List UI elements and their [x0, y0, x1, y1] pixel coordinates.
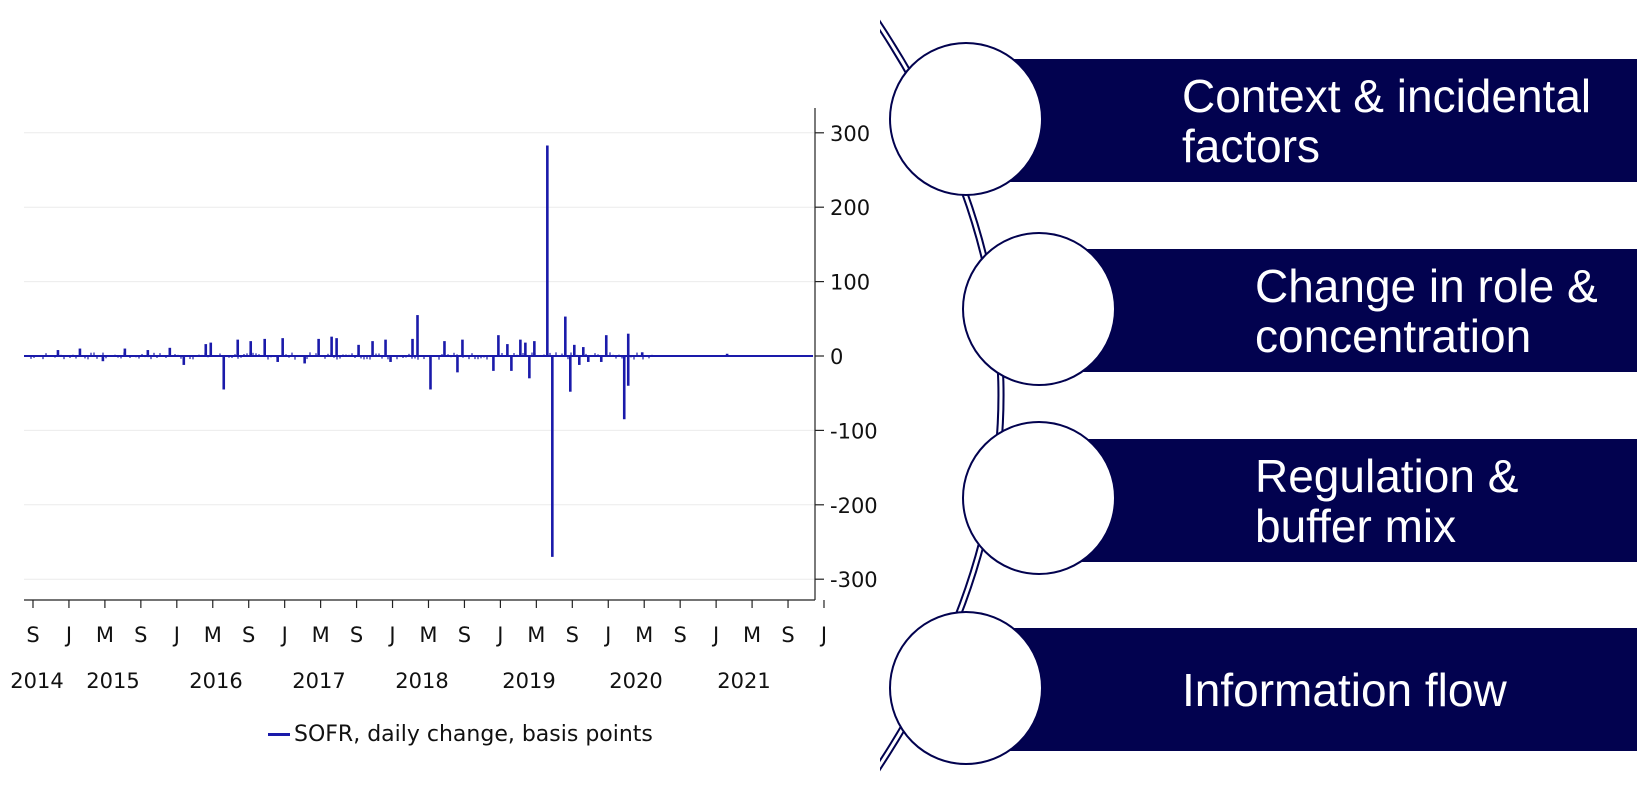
- circle-marker-4: [889, 611, 1043, 765]
- circle-marker-1: [889, 42, 1043, 196]
- banner-role: Change in role & concentration: [1065, 249, 1637, 372]
- x-tick-label-month: M: [527, 623, 545, 647]
- x-tick-label-month: J: [603, 623, 611, 647]
- x-tick-label-month: S: [134, 623, 147, 647]
- x-tick-label-month: S: [458, 623, 471, 647]
- x-tick-label-year: 2020: [609, 669, 662, 693]
- y-tick-label: 0: [830, 345, 843, 369]
- x-tick-label-month: J: [387, 623, 395, 647]
- x-tick-label-month: M: [204, 623, 222, 647]
- x-tick-label-year: 2015: [86, 669, 139, 693]
- x-tick-label-month: S: [781, 623, 794, 647]
- banner-label-context: Context & incidental factors: [1182, 69, 1592, 172]
- x-tick-label-year: 2021: [717, 669, 770, 693]
- x-tick-label-month: J: [280, 623, 288, 647]
- x-tick-label-month: M: [312, 623, 330, 647]
- banner-label-information: Information flow: [1182, 663, 1507, 716]
- sofr-chart: 300 200 100 0 -100 -200 -300 S J M S J M S J M S J M S J M S J M…: [10, 108, 878, 747]
- x-tick-label-month: S: [26, 623, 39, 647]
- x-tick-label-year: 2014: [10, 669, 63, 693]
- banner-label-regulation: Regulation & buffer mix: [1255, 449, 1519, 552]
- x-tick-label-month: J: [819, 623, 827, 647]
- y-tick-label: 200: [830, 196, 870, 220]
- x-tick-label-month: S: [350, 623, 363, 647]
- x-tick-label-month: M: [635, 623, 653, 647]
- banner-regulation: Regulation & buffer mix: [1065, 439, 1637, 562]
- circle-marker-3: [962, 421, 1116, 575]
- x-tick-label-year: 2018: [395, 669, 448, 693]
- x-tick-label-year: 2017: [292, 669, 345, 693]
- x-tick-label-month: J: [711, 623, 719, 647]
- y-tick-label: -300: [830, 568, 878, 592]
- x-tick-label-year: 2016: [189, 669, 242, 693]
- x-tick-label-month: M: [96, 623, 114, 647]
- legend-label: SOFR, daily change, basis points: [294, 722, 653, 747]
- banner-information: Information flow: [992, 628, 1637, 751]
- x-tick-label-year: 2019: [502, 669, 555, 693]
- x-tick-label-month: S: [673, 623, 686, 647]
- x-tick-label-month: J: [64, 623, 72, 647]
- x-tick-label-month: M: [419, 623, 437, 647]
- y-tick-label: 100: [830, 271, 870, 295]
- y-tick-label: 300: [830, 122, 870, 146]
- banner-context: Context & incidental factors: [992, 59, 1637, 182]
- x-tick-label-month: J: [495, 623, 503, 647]
- x-tick-label-month: J: [172, 623, 180, 647]
- factor-diagram: Context & incidental factors Change in r…: [880, 0, 1637, 791]
- y-tick-label: -200: [830, 494, 878, 518]
- circle-marker-2: [962, 232, 1116, 386]
- banner-label-role: Change in role & concentration: [1255, 259, 1598, 362]
- chart-legend: SOFR, daily change, basis points: [268, 722, 653, 747]
- x-tick-label-month: S: [242, 623, 255, 647]
- y-tick-label: -100: [830, 419, 878, 443]
- x-tick-label-month: S: [566, 623, 579, 647]
- legend-swatch: [268, 733, 290, 736]
- x-tick-label-month: M: [743, 623, 761, 647]
